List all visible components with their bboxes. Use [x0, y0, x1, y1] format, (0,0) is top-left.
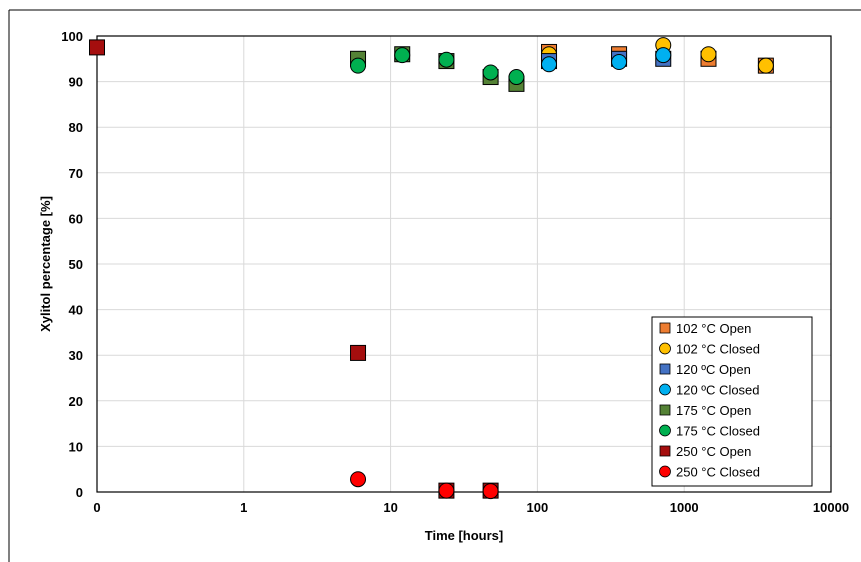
- series-4: [350, 46, 525, 92]
- data-point-circle: [350, 471, 367, 488]
- series-5: [350, 47, 525, 86]
- y-axis-title: Xylitol percentage [%]: [38, 196, 53, 332]
- data-point-square: [350, 344, 367, 361]
- y-tick-label: 90: [69, 75, 83, 90]
- y-tick-label: 0: [76, 485, 83, 500]
- legend-marker-circle: [659, 342, 671, 355]
- data-point-circle: [482, 483, 499, 500]
- legend-marker-square: [659, 445, 671, 457]
- plot-area-border: [96, 35, 832, 493]
- series-7: [350, 471, 499, 500]
- data-point-circle: [482, 64, 499, 81]
- x-tick-label: 100: [527, 500, 549, 515]
- data-point-circle: [700, 46, 717, 63]
- x-tick-label: 10000: [813, 500, 849, 515]
- legend-label: 175 °C Closed: [676, 424, 760, 439]
- x-tick-label: 1000: [670, 500, 699, 515]
- data-point-circle: [350, 57, 367, 74]
- y-tick-label: 100: [61, 29, 83, 44]
- series-2: [541, 50, 672, 70]
- data-point-circle: [655, 47, 672, 64]
- legend-box: [651, 316, 813, 487]
- data-point-circle: [541, 56, 558, 73]
- data-point-circle: [508, 69, 525, 86]
- legend-label: 120 ºC Open: [676, 362, 751, 377]
- data-point-circle: [611, 53, 628, 70]
- y-tick-labels: 0 10 20 30 40 50 60 70 80 90 100: [61, 29, 83, 500]
- x-tick-label: 1: [240, 500, 247, 515]
- y-tick-label: 10: [69, 439, 83, 454]
- x-tick-label: 10: [383, 500, 397, 515]
- series-3: [541, 47, 672, 73]
- data-point-circle: [757, 57, 774, 74]
- y-tick-label: 80: [69, 120, 83, 135]
- legend-label: 102 °C Open: [676, 321, 751, 336]
- legend-marker-circle: [659, 465, 671, 478]
- y-tick-label: 60: [69, 211, 83, 226]
- data-point-square: [89, 39, 105, 56]
- data-point-circle: [438, 51, 455, 68]
- legend-label: 250 °C Open: [676, 444, 751, 459]
- y-tick-label: 50: [69, 257, 83, 272]
- y-tick-label: 20: [69, 394, 83, 409]
- legend-label: 120 ºC Closed: [676, 383, 760, 398]
- x-tick-label: 0: [93, 500, 100, 515]
- data-point-circle: [438, 482, 455, 499]
- legend: 102 °C Open 102 °C Closed 120 ºC Open 120 º…: [651, 316, 813, 487]
- y-tick-label: 70: [69, 166, 83, 181]
- legend-marker-square: [659, 363, 671, 375]
- y-tick-label: 40: [69, 303, 83, 318]
- legend-label: 250 °C Closed: [676, 465, 760, 480]
- legend-label: 102 °C Closed: [676, 342, 760, 357]
- series-6: [89, 39, 499, 499]
- x-tick-labels: 0 1 10 100 1000 10000: [93, 500, 849, 515]
- legend-label: 175 °C Open: [676, 403, 751, 418]
- legend-marker-circle: [659, 383, 671, 396]
- y-tick-label: 30: [69, 348, 83, 363]
- legend-marker-circle: [659, 424, 671, 437]
- data-point-circle: [394, 47, 411, 64]
- data-points: [89, 37, 774, 500]
- legend-marker-square: [659, 322, 671, 334]
- legend-marker-square: [659, 404, 671, 416]
- x-axis-title: Time [hours]: [425, 528, 504, 543]
- gridlines: [97, 36, 831, 492]
